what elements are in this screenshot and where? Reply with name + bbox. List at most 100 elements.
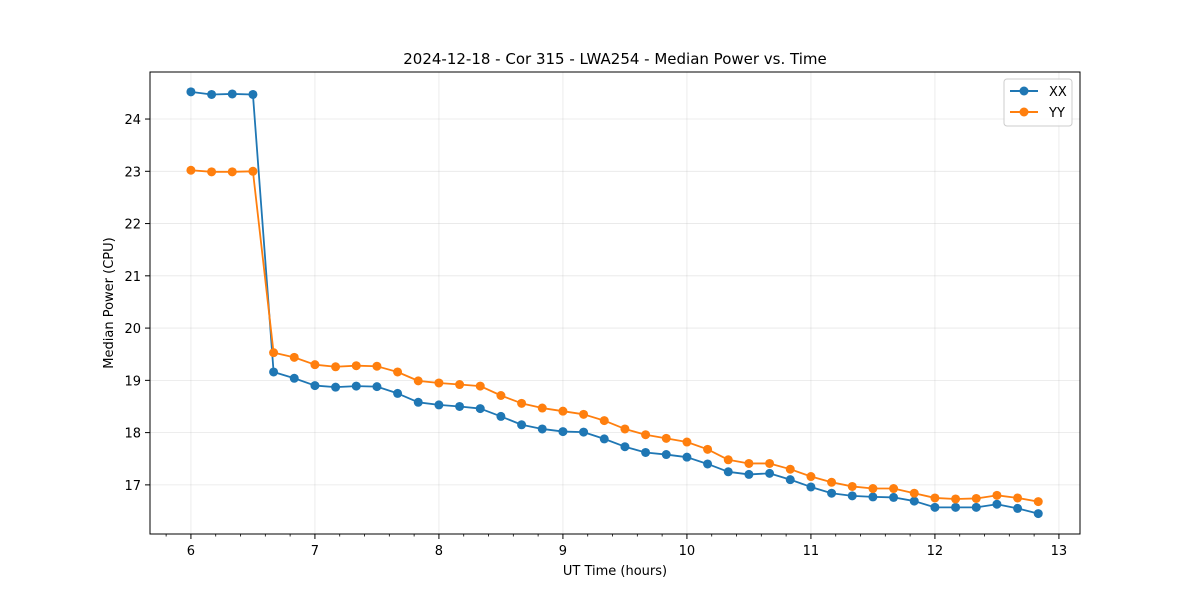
data-point-yy: [537, 403, 547, 413]
data-point-yy: [827, 477, 837, 487]
y-tick-label: 20: [124, 322, 141, 337]
data-point-xx: [227, 89, 237, 99]
data-point-yy: [372, 361, 382, 371]
data-point-yy: [248, 166, 258, 176]
y-tick-label: 19: [124, 374, 141, 389]
x-tick-label: 9: [559, 544, 567, 559]
data-point-xx: [661, 450, 671, 460]
data-point-xx: [599, 434, 609, 444]
data-point-yy: [517, 398, 527, 408]
data-point-yy: [227, 167, 237, 177]
data-point-xx: [682, 452, 692, 462]
data-point-xx: [558, 427, 568, 437]
data-point-xx: [889, 492, 899, 502]
x-tick-label: 11: [803, 544, 820, 559]
axis-ticks: 6 7 8 9 10 11 12 13 17 18 19 20 21 22 23 24: [124, 113, 1067, 559]
data-point-xx: [579, 427, 589, 437]
data-point-yy: [475, 381, 485, 391]
data-point-yy: [331, 362, 341, 372]
data-point-yy: [682, 437, 692, 447]
data-point-xx: [744, 469, 754, 479]
data-point-yy: [806, 472, 816, 482]
data-point-yy: [620, 424, 630, 434]
data-point-xx: [992, 499, 1002, 509]
data-point-yy: [393, 367, 403, 377]
data-point-xx: [372, 382, 382, 392]
data-point-yy: [558, 406, 568, 416]
data-point-xx: [806, 482, 816, 492]
series-group: [186, 87, 1043, 519]
data-point-xx: [785, 475, 795, 485]
y-tick-label: 21: [124, 270, 141, 285]
data-point-yy: [703, 444, 713, 454]
data-point-yy: [951, 494, 961, 504]
data-point-yy: [413, 376, 423, 386]
legend-label-xx: XX: [1049, 85, 1067, 100]
data-point-xx: [641, 447, 651, 457]
data-point-yy: [1013, 493, 1023, 503]
data-point-xx: [475, 404, 485, 414]
data-point-xx: [310, 381, 320, 391]
data-point-xx: [186, 87, 196, 97]
data-point-xx: [289, 373, 299, 383]
y-tick-label: 23: [124, 165, 141, 180]
data-point-yy: [579, 409, 589, 419]
data-point-yy: [269, 348, 279, 358]
legend-marker-yy: [1019, 107, 1029, 117]
chart-title: 2024-12-18 - Cor 315 - LWA254 - Median P…: [403, 50, 827, 68]
data-point-xx: [413, 397, 423, 407]
data-point-xx: [455, 401, 465, 411]
x-tick-label: 10: [679, 544, 696, 559]
data-point-yy: [868, 484, 878, 494]
data-point-xx: [1013, 503, 1023, 513]
data-point-xx: [207, 89, 217, 99]
data-point-xx: [723, 467, 733, 477]
y-axis-label: Median Power (CPU): [102, 237, 117, 368]
data-point-xx: [331, 382, 341, 392]
data-point-xx: [930, 502, 940, 512]
data-point-yy: [785, 464, 795, 474]
data-point-yy: [351, 361, 361, 371]
data-point-yy: [971, 493, 981, 503]
grid: [150, 72, 1080, 534]
data-point-yy: [207, 167, 217, 177]
data-point-yy: [765, 458, 775, 468]
data-point-yy: [641, 430, 651, 440]
data-point-xx: [517, 420, 527, 430]
data-point-xx: [951, 502, 961, 512]
y-tick-label: 18: [124, 427, 141, 442]
x-axis-label: UT Time (hours): [563, 564, 667, 579]
data-point-xx: [909, 496, 919, 506]
data-point-yy: [455, 380, 465, 390]
data-point-xx: [248, 89, 258, 99]
data-point-xx: [496, 411, 506, 421]
x-tick-label: 13: [1051, 544, 1068, 559]
data-point-yy: [661, 433, 671, 443]
data-point-xx: [269, 367, 279, 377]
data-point-xx: [765, 468, 775, 478]
data-point-yy: [992, 490, 1002, 500]
plot-frame: [149, 71, 1081, 535]
data-point-yy: [744, 458, 754, 468]
data-point-xx: [620, 442, 630, 452]
data-point-xx: [1033, 509, 1043, 519]
data-point-xx: [847, 491, 857, 501]
data-point-yy: [599, 416, 609, 426]
y-tick-label: 22: [124, 218, 141, 233]
legend-label-yy: YY: [1048, 106, 1065, 121]
data-point-yy: [723, 455, 733, 465]
legend: XX YY: [1003, 78, 1073, 127]
data-point-yy: [434, 378, 444, 388]
y-tick-label: 24: [124, 113, 141, 128]
data-point-xx: [537, 424, 547, 434]
data-point-yy: [909, 488, 919, 498]
data-point-xx: [393, 388, 403, 398]
data-point-yy: [496, 391, 506, 401]
x-tick-label: 8: [435, 544, 443, 559]
data-point-xx: [827, 488, 837, 498]
data-point-yy: [930, 493, 940, 503]
data-point-yy: [289, 352, 299, 362]
data-point-yy: [889, 484, 899, 494]
